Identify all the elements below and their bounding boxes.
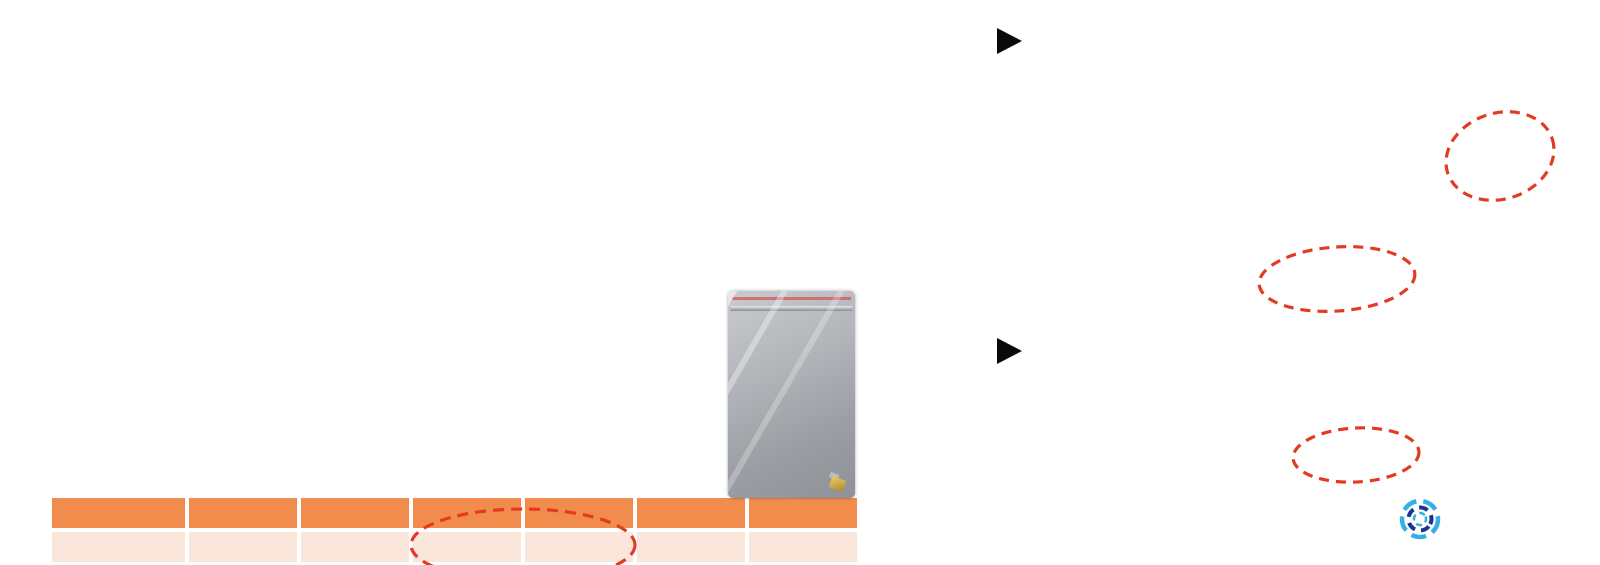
over-charge-heading (997, 332, 1034, 364)
bag-reflection (728, 291, 855, 498)
over-discharge-heading (997, 22, 1034, 54)
table-header-cell (189, 498, 297, 528)
table-cell-ch4 (413, 532, 521, 562)
table-cell-c2h6 (749, 532, 857, 562)
table-cell-co (301, 532, 409, 562)
table-cell-h2 (189, 532, 297, 562)
table-cell-sample-id (52, 532, 185, 562)
opton-logo (1396, 496, 1444, 542)
arrow-bullet-icon (997, 28, 1022, 54)
table-cell-c2h4 (637, 532, 745, 562)
chromatogram-top (0, 0, 880, 245)
aperture-o-icon (1399, 498, 1441, 540)
table-header-cell (301, 498, 409, 528)
table-header-cell (637, 498, 745, 528)
sample-photo (728, 291, 855, 498)
table-cell-co2 (525, 532, 633, 562)
table-header-cell (52, 498, 185, 528)
results-table (52, 498, 857, 562)
table-header-cell (749, 498, 857, 528)
table-header-cell (413, 498, 521, 528)
arrow-bullet-icon (997, 338, 1022, 364)
highlight-ellipse-eq8-ch4 (1257, 245, 1417, 313)
table-header-cell (525, 498, 633, 528)
highlight-ellipse-eq10-3co2 (1291, 426, 1421, 484)
highlight-ellipse-eq7-2ch4 (1444, 110, 1556, 202)
